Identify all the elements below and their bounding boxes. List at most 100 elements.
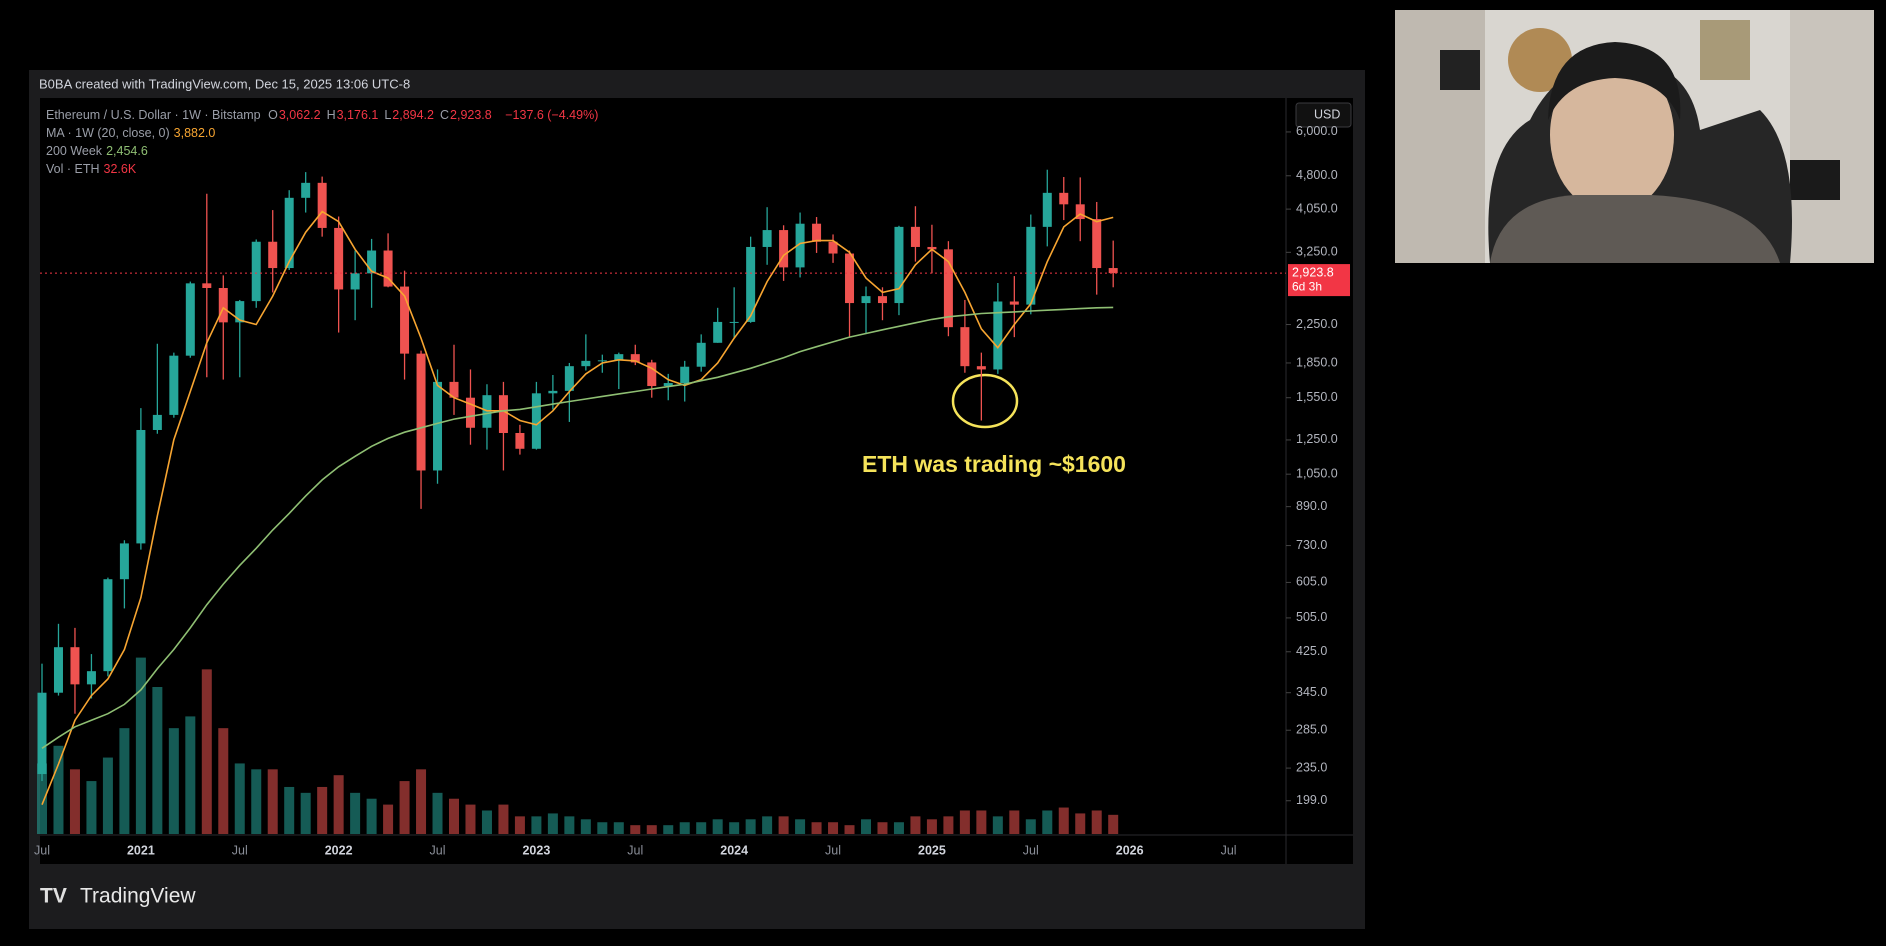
volume-bar — [811, 822, 822, 834]
volume-bar — [762, 816, 773, 834]
x-tick-label: 2024 — [720, 843, 748, 857]
legend-row: 200 Week 2,454.6 — [46, 142, 602, 160]
volume-bar — [300, 792, 311, 834]
volume-bar — [465, 804, 476, 834]
countdown: 6d 3h — [1292, 279, 1322, 293]
volume-bar — [185, 716, 196, 834]
x-tick-label: Jul — [627, 843, 643, 857]
currency-button[interactable] — [1295, 102, 1352, 128]
candle-body — [713, 321, 723, 343]
legend-value: 32.6K — [103, 162, 137, 176]
ohlc: O3,062.2 H3,176.1 L2,894.2 C2,923.8 — [268, 108, 498, 122]
logo-mark: TV — [40, 885, 67, 908]
candle-body — [531, 393, 541, 449]
volume-bar — [350, 792, 361, 834]
legend-value: 3,882.0 — [173, 126, 216, 140]
currency[interactable]: USD — [1314, 107, 1340, 121]
volume-bar — [366, 798, 377, 834]
volume-bar — [135, 657, 146, 834]
candle-body — [614, 354, 624, 361]
y-tick-label: 890.0 — [1296, 499, 1327, 513]
y-tick-label: 345.0 — [1296, 685, 1327, 699]
candle-body — [152, 414, 162, 430]
watermark: B0BA created with TradingView.com, Dec 1… — [39, 76, 410, 91]
volume-bar — [498, 804, 509, 834]
volume-bar — [959, 810, 970, 834]
logo: TV — [40, 885, 67, 908]
volume-bar — [251, 769, 262, 834]
candle-body — [185, 283, 195, 356]
candle-body — [1026, 226, 1036, 305]
candle-body — [37, 692, 47, 775]
candle-body — [877, 296, 887, 304]
x-tick-label: Jul — [232, 843, 248, 857]
ohlc-value: 3,176.1 — [336, 108, 379, 122]
ohlc-key: O — [268, 108, 278, 122]
volume-bar — [234, 763, 245, 834]
volume-bar — [1075, 813, 1086, 834]
volume-bar — [201, 669, 212, 834]
candle-body — [1075, 204, 1085, 220]
candle-body — [663, 383, 673, 387]
hat — [1508, 28, 1572, 92]
change: −137.6 (−4.49%) — [505, 108, 599, 122]
candle-body — [828, 241, 838, 254]
candle-body — [779, 230, 789, 268]
y-tick-label: 3,250.0 — [1296, 245, 1338, 259]
candle-body — [1042, 192, 1052, 227]
ohlc-key: L — [384, 108, 392, 122]
volume-bar — [1108, 814, 1119, 834]
x-tick-label: 2023 — [522, 843, 550, 857]
volume-bar — [531, 816, 542, 834]
candle-body — [943, 249, 953, 328]
volume-bar — [646, 825, 657, 834]
ma-line — [41, 210, 1114, 806]
y-tick-label: 4,050.0 — [1296, 201, 1338, 215]
candle-body — [169, 355, 179, 415]
x-tick-label: 2021 — [127, 843, 155, 857]
ohlc-value: 2,923.8 — [450, 108, 492, 122]
x-tick-label: Jul — [825, 843, 841, 857]
y-tick-label: 1,850.0 — [1296, 355, 1338, 369]
volume-bar — [432, 792, 443, 834]
legend: Ethereum / U.S. Dollar · 1W · Bitstamp O… — [46, 106, 602, 178]
x-tick-label: Jul — [34, 843, 50, 857]
volume-bar — [119, 728, 130, 834]
candle-body — [762, 230, 772, 247]
candle-body — [268, 241, 278, 269]
volume-bar — [1025, 819, 1036, 834]
volume-bar — [613, 822, 624, 834]
candle-body — [993, 301, 1003, 370]
y-tick-label: 605.0 — [1296, 575, 1327, 589]
volume-bar — [679, 822, 690, 834]
volume-bar — [514, 816, 525, 834]
candle-body — [383, 250, 393, 287]
candle-body — [910, 226, 920, 247]
volume-bar — [152, 687, 163, 834]
hair — [1548, 42, 1681, 120]
candle-body — [70, 647, 80, 685]
x-tick-label: 2022 — [325, 843, 353, 857]
volume-bar — [168, 728, 179, 834]
y-tick-label: 730.0 — [1296, 538, 1327, 552]
candle-body — [136, 429, 146, 544]
x-tick-label: Jul — [430, 843, 446, 857]
volume-bar — [1091, 810, 1102, 834]
candle-body — [696, 342, 706, 367]
candle-body — [251, 241, 261, 302]
volume-bar — [284, 786, 295, 834]
volume-bar — [943, 816, 954, 834]
candle-body — [845, 253, 855, 304]
volume-bar — [333, 775, 344, 834]
y-tick-label: 425.0 — [1296, 644, 1327, 658]
volume-bar — [729, 822, 740, 834]
volume-bar — [399, 781, 410, 834]
candle-body — [795, 223, 805, 268]
candle-body — [1092, 219, 1102, 269]
y-tick-label: 199.0 — [1296, 793, 1327, 807]
y-tick-label: 1,250.0 — [1296, 432, 1338, 446]
candle-body — [1108, 268, 1118, 274]
annotation: ETH was trading ~$1600 — [862, 451, 1126, 477]
shirt — [1490, 195, 1780, 263]
symbol: Ethereum / U.S. Dollar · 1W · Bitstamp — [46, 108, 261, 122]
